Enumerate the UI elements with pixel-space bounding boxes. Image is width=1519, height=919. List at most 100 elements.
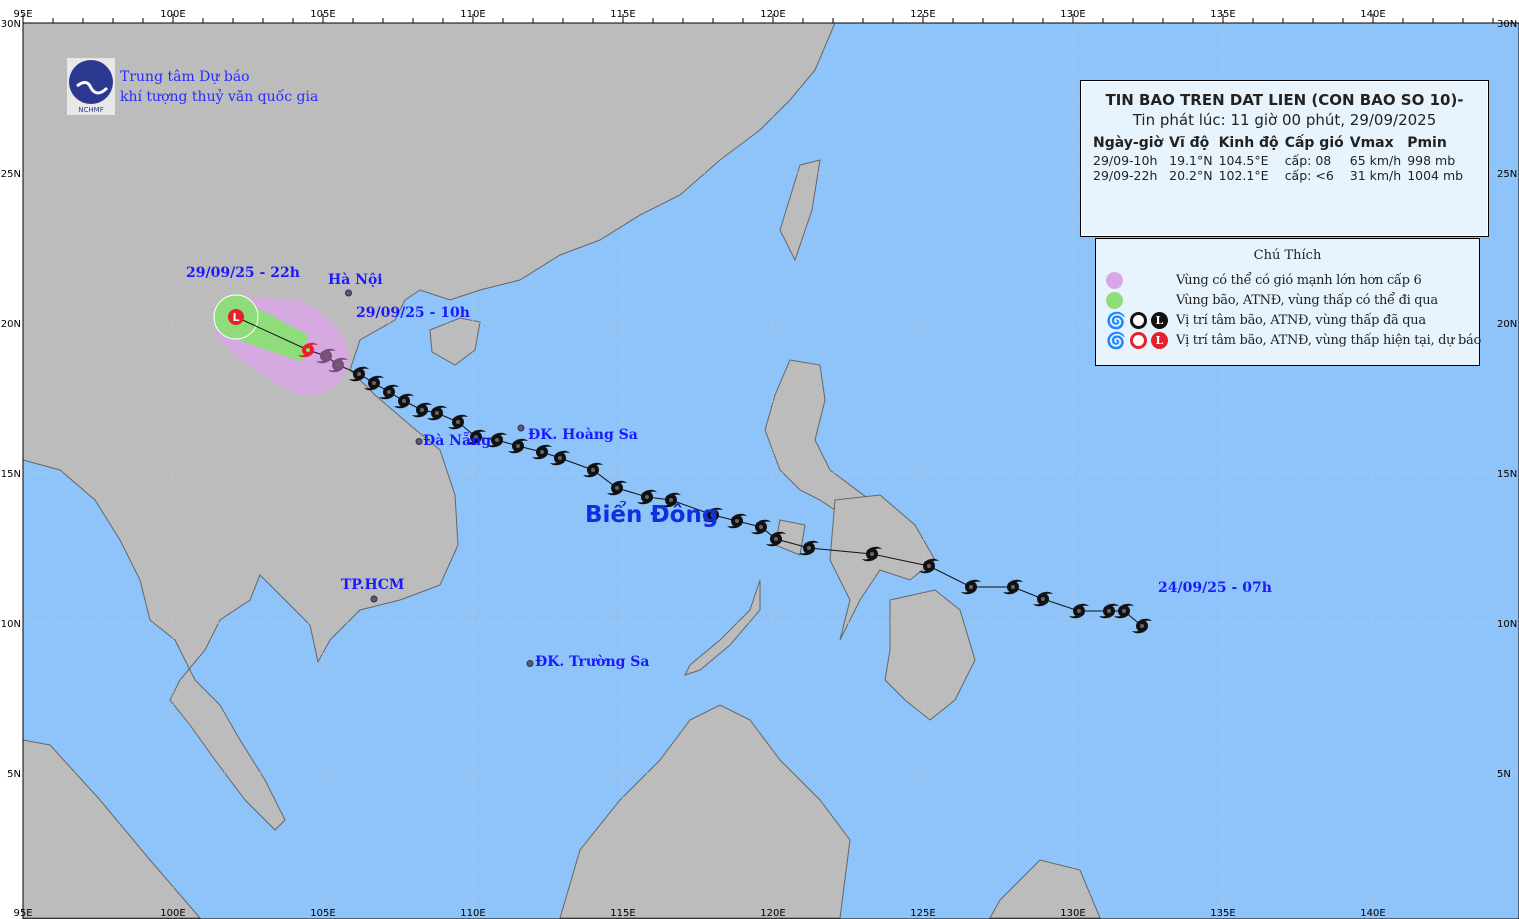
cell: 1004 mb xyxy=(1407,168,1464,183)
label-truongsa: ĐK. Trường Sa xyxy=(535,654,650,670)
label-hanoi: Hà Nội xyxy=(328,272,383,288)
black-storm-icon: 🌀 xyxy=(1106,310,1126,330)
purple-circle-icon xyxy=(1106,271,1123,289)
black-low-icon: L xyxy=(1150,311,1168,329)
past-storm-position-icon xyxy=(751,519,771,535)
mainland-asia xyxy=(22,22,836,831)
bulletin-title: TIN BAO TREN DAT LIEN (CON BAO SO 10)- xyxy=(1105,91,1464,109)
past-storm-position-icon xyxy=(316,348,336,364)
past-storm-position-icon xyxy=(379,384,399,400)
legend-label: Vùng có thể có gió mạnh lớn hơn cấp 6 xyxy=(1176,272,1422,288)
current-storm-position-icon xyxy=(298,342,318,358)
visayas-islands xyxy=(829,494,936,641)
lon-tick-label-bottom: 100E xyxy=(160,908,185,919)
cell: cấp: 08 xyxy=(1284,153,1332,168)
lon-tick-label-bottom: 105E xyxy=(310,908,335,919)
storm-track: L xyxy=(228,289,1152,667)
forecast-track-line xyxy=(235,316,309,351)
legend-item: Vùng có thể có gió mạnh lớn hơn cấp 6 xyxy=(1106,270,1422,290)
past-storm-position-icon xyxy=(364,375,384,391)
danang-marker xyxy=(415,438,423,445)
past-storm-position-icon xyxy=(1033,591,1053,607)
label-hcm: TP.HCM xyxy=(341,577,405,593)
legend-label: Vùng bão, ATNĐ, vùng thấp có thể đi qua xyxy=(1176,292,1438,308)
land xyxy=(22,22,1101,919)
past-storm-position-icon xyxy=(1132,618,1152,634)
lat-tick-label-left: 10N xyxy=(1,619,21,630)
cell: 20.2°N xyxy=(1169,168,1213,183)
cell: 19.1°N xyxy=(1169,153,1213,168)
lon-tick-label-bottom: 125E xyxy=(910,908,935,919)
borneo-island xyxy=(559,704,851,919)
svg-text:NCHMF: NCHMF xyxy=(78,106,103,114)
col-lat: Vĩ độ xyxy=(1169,135,1210,151)
label-track-forecast: 29/09/25 - 22h xyxy=(186,265,300,281)
forecast-low-icon: L xyxy=(228,309,244,325)
hoangsa-marker xyxy=(517,424,525,432)
col-lon: Kinh độ xyxy=(1218,135,1279,151)
past-storm-position-icon xyxy=(607,480,627,496)
past-storm-position-icon xyxy=(1114,603,1134,619)
past-storm-position-icon xyxy=(661,492,681,508)
sulawesi-island xyxy=(989,859,1101,919)
past-storm-position-icon xyxy=(412,402,432,418)
lat-lon-grid xyxy=(23,23,1519,919)
label-hoangsa: ĐK. Hoàng Sa xyxy=(528,427,638,443)
cell: 29/09-10h xyxy=(1093,153,1158,168)
lat-tick-label-left: 5N xyxy=(7,769,21,780)
hanoi-marker xyxy=(345,289,352,297)
past-storm-position-icon xyxy=(1003,579,1023,595)
mindanao-island xyxy=(884,589,976,721)
lat-tick-label-left: 30N xyxy=(1,19,21,30)
past-storm-position-icon xyxy=(919,558,939,574)
lat-tick-label-left: 20N xyxy=(1,319,21,330)
past-storm-position-icon xyxy=(532,444,552,460)
lat-tick-label-right: 30N xyxy=(1497,19,1517,30)
past-storm-position-icon xyxy=(799,540,819,556)
nchmf-logo: NCHMF xyxy=(67,58,115,115)
lat-tick-label-left: 15N xyxy=(1,469,21,480)
past-storm-position-icon xyxy=(328,357,348,373)
past-storm-position-icon xyxy=(1069,603,1089,619)
legend-title: Chú Thích xyxy=(1253,248,1322,263)
bulletin-table: Ngày-giờ Vĩ độ Kinh độ Cấp gió Vmax Pmin… xyxy=(1091,135,1467,183)
legend-box: Chú Thích Vùng có thể có gió mạnh lớn hơ… xyxy=(1095,238,1482,366)
legend-item: Vùng bão, ATNĐ, vùng thấp có thể đi qua xyxy=(1106,290,1438,310)
lon-tick-label-bottom: 130E xyxy=(1060,908,1085,919)
legend-label: Vị trí tâm bão, ATNĐ, vùng thấp hiện tại… xyxy=(1176,332,1482,348)
past-storm-position-icon xyxy=(583,462,603,478)
past-storm-position-icon xyxy=(637,489,657,505)
org-line-2: khí tượng thuỷ văn quốc gia xyxy=(120,89,319,105)
cell: 65 km/h xyxy=(1349,153,1402,168)
green-circle-icon xyxy=(1106,291,1123,309)
cell: cấp: <6 xyxy=(1284,168,1334,183)
org-line-1: Trung tâm Dự báo xyxy=(120,69,250,85)
lon-tick-label-bottom: 140E xyxy=(1360,908,1385,919)
cell: 104.5°E xyxy=(1218,153,1269,168)
past-storm-position-icon xyxy=(1099,603,1119,619)
palawan-island xyxy=(684,579,761,676)
lat-tick-label-right: 15N xyxy=(1497,469,1517,480)
cell: 998 mb xyxy=(1407,153,1456,168)
label-track-current: 29/09/25 - 10h xyxy=(356,305,470,321)
lon-tick-label-bottom: 95E xyxy=(13,908,32,919)
past-storm-position-icon xyxy=(466,429,486,445)
table-header: Ngày-giờ Vĩ độ Kinh độ Cấp gió Vmax Pmin xyxy=(1091,135,1467,153)
red-storm-icon: 🌀 xyxy=(1106,330,1126,350)
lat-tick-label-right: 10N xyxy=(1497,619,1517,630)
past-storm-position-icon xyxy=(448,414,468,430)
past-storm-position-icon xyxy=(961,579,981,595)
cell: 31 km/h xyxy=(1349,168,1402,183)
label-bien-dong: Biển Đông xyxy=(585,502,719,528)
past-storm-position-icon xyxy=(427,405,447,421)
lon-tick-label-bottom: 135E xyxy=(1210,908,1235,919)
past-storm-position-icon xyxy=(727,513,747,529)
past-storm-position-icon xyxy=(349,366,369,382)
truongsa-marker xyxy=(526,660,534,667)
red-low-icon: L xyxy=(1150,331,1168,349)
hainan-island xyxy=(429,317,481,366)
past-storm-position-icon xyxy=(862,546,882,562)
map-axes: 95E95E100E100E105E105E110E110E115E115E12… xyxy=(1,9,1517,919)
past-storm-position-icon xyxy=(703,507,723,523)
col-wind: Cấp gió xyxy=(1284,135,1344,151)
